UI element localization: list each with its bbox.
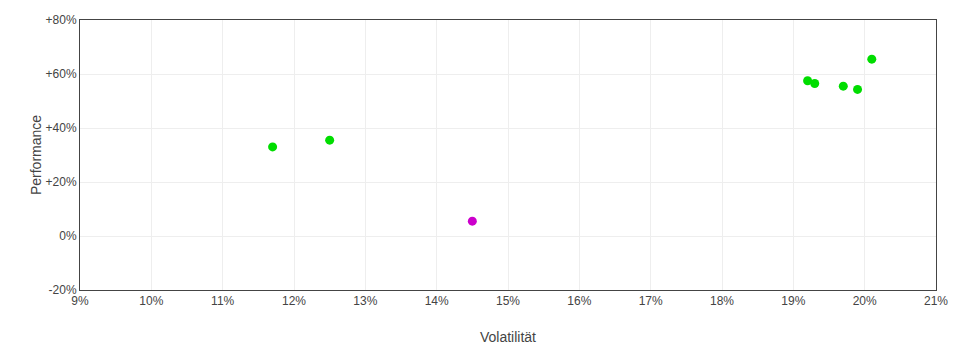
svg-text:10%: 10% <box>139 294 163 308</box>
svg-text:+60%: +60% <box>46 67 77 81</box>
svg-text:15%: 15% <box>496 294 520 308</box>
svg-text:14%: 14% <box>425 294 449 308</box>
svg-text:20%: 20% <box>853 294 877 308</box>
svg-text:+20%: +20% <box>46 175 77 189</box>
svg-text:18%: 18% <box>710 294 734 308</box>
svg-text:19%: 19% <box>781 294 805 308</box>
svg-text:-20%: -20% <box>49 283 77 297</box>
svg-text:+40%: +40% <box>46 121 77 135</box>
svg-text:9%: 9% <box>71 294 89 308</box>
svg-text:17%: 17% <box>639 294 663 308</box>
svg-text:Performance: Performance <box>28 115 44 195</box>
svg-text:13%: 13% <box>353 294 377 308</box>
svg-text:0%: 0% <box>59 229 77 243</box>
svg-text:21%: 21% <box>924 294 948 308</box>
svg-text:Volatilität: Volatilität <box>480 329 536 345</box>
svg-text:11%: 11% <box>211 294 234 308</box>
svg-text:16%: 16% <box>567 294 591 308</box>
svg-text:12%: 12% <box>282 294 306 308</box>
svg-text:+80%: +80% <box>46 13 77 27</box>
